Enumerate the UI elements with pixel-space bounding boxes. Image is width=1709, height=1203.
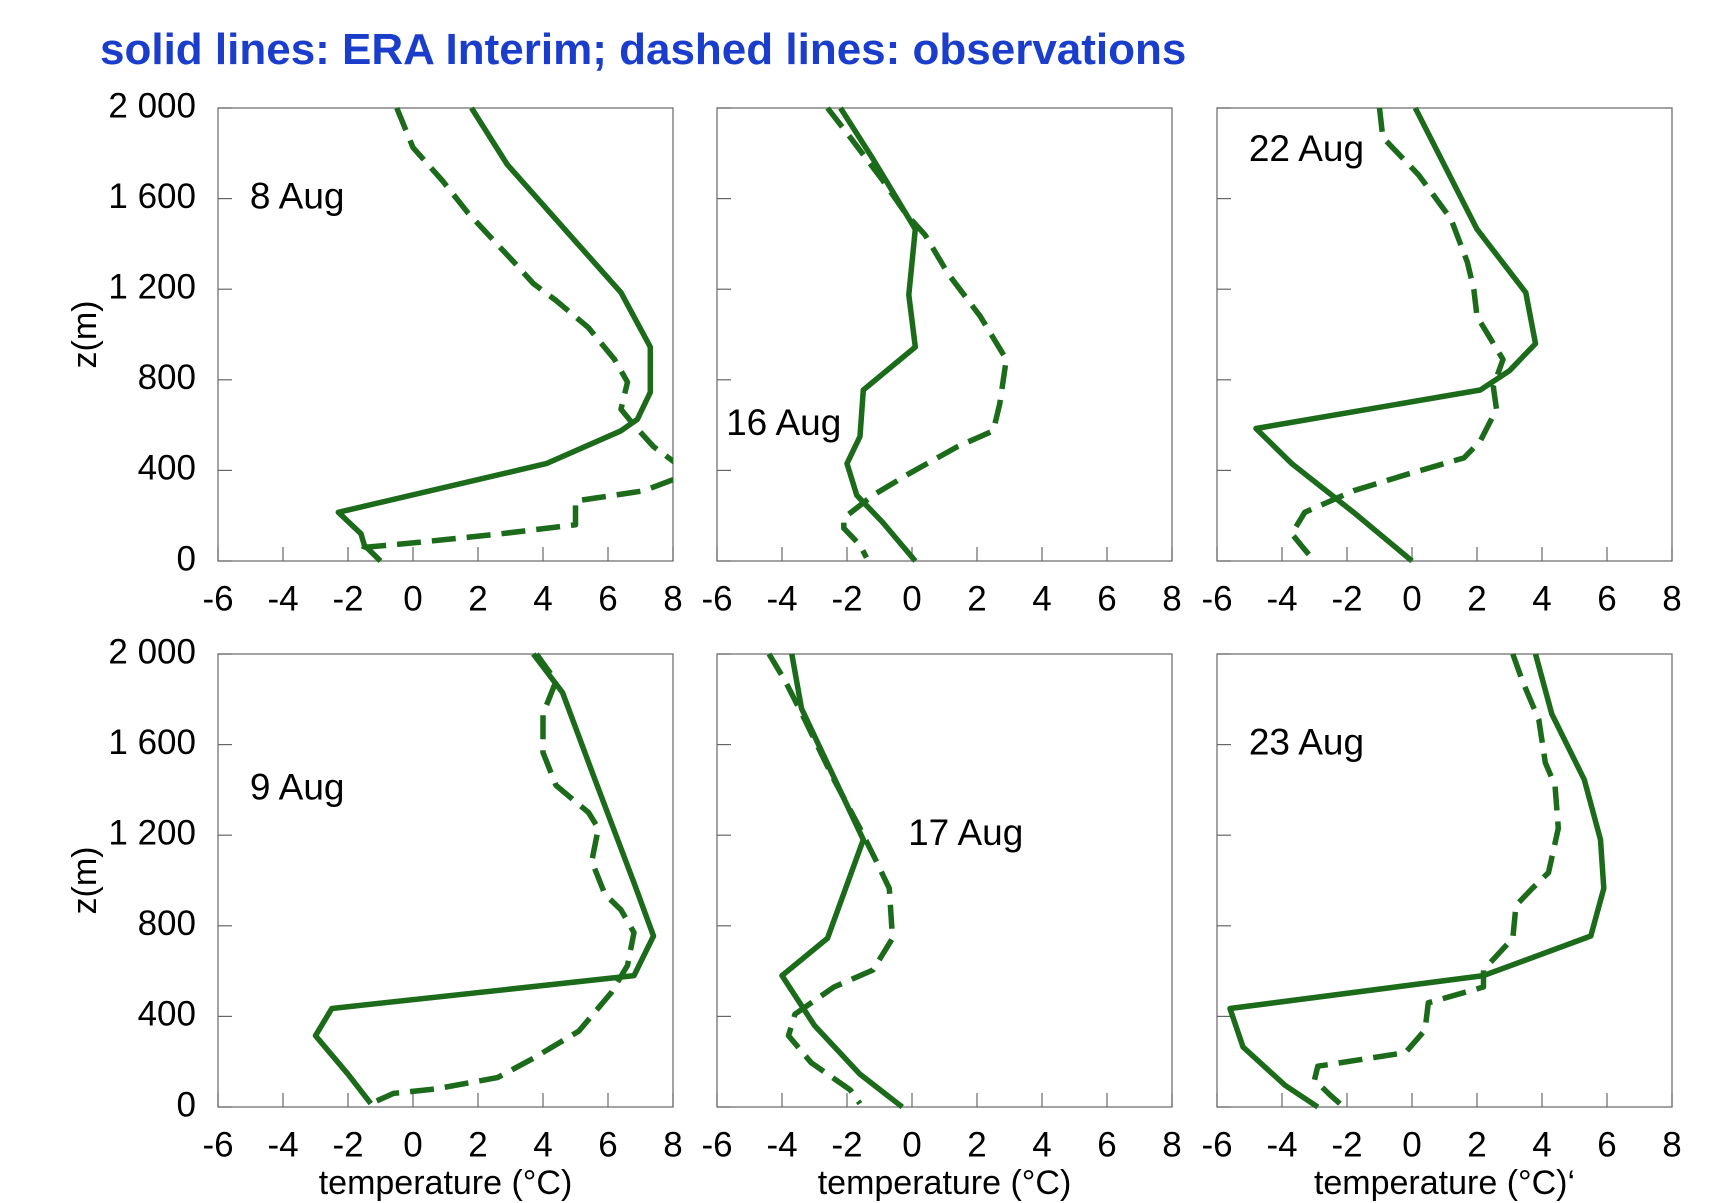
y-tick-label: 1 200 (108, 267, 196, 306)
x-tick-label: 4 (533, 579, 552, 618)
x-tick-label: -2 (1331, 579, 1362, 618)
x-tick-label: -2 (831, 579, 862, 618)
x-tick-label: -6 (701, 1125, 732, 1164)
profile-line (358, 106, 673, 557)
plot-frame (716, 653, 1173, 1108)
x-tick-label: -2 (332, 579, 363, 618)
series-group (335, 106, 673, 563)
x-tick-label: 0 (902, 1125, 921, 1164)
profile-line (1311, 653, 1562, 1110)
x-tick-label: 8 (1662, 579, 1681, 618)
x-tick-label: 6 (598, 579, 617, 618)
y-axis-label: z(m) (66, 847, 104, 915)
x-tick-label: 8 (1162, 1125, 1181, 1164)
series-group (766, 652, 904, 1110)
series-group (1253, 106, 1539, 564)
profile-line (1289, 107, 1506, 563)
x-tick-label: 6 (1597, 579, 1616, 618)
x-tick-label: 0 (403, 579, 422, 618)
x-tick-label: 6 (1097, 579, 1116, 618)
x-tick-label: 4 (1032, 579, 1051, 618)
x-tick-label: 0 (403, 1125, 422, 1164)
y-tick-label: 1 200 (108, 813, 196, 852)
x-tick-label: -2 (831, 1125, 862, 1164)
x-tick-label: 2 (468, 579, 487, 618)
y-tick-label: 0 (177, 1085, 196, 1124)
x-tick-label: -6 (701, 579, 732, 618)
y-tick-label: 800 (138, 358, 196, 397)
x-tick-label: 4 (533, 1125, 552, 1164)
x-tick-label: -2 (1331, 1125, 1362, 1164)
x-tick-label: -4 (1266, 1125, 1297, 1164)
plot-frame (217, 653, 674, 1108)
x-tick-label: 4 (1032, 1125, 1051, 1164)
y-tick-label: 2 000 (108, 86, 196, 125)
x-tick-label: -6 (202, 579, 233, 618)
x-tick-label: 4 (1532, 579, 1551, 618)
x-tick-label: -4 (1266, 579, 1297, 618)
profile-line (369, 652, 637, 1107)
x-tick-label: 2 (1467, 579, 1486, 618)
y-tick-label: 2 000 (108, 632, 196, 671)
y-tick-label: 0 (177, 539, 196, 578)
series-group (312, 652, 657, 1107)
x-axis-label: temperature (°C) (818, 1164, 1072, 1202)
figure-title: solid lines: ERA Interim; dashed lines: … (100, 25, 1186, 74)
profile-line (766, 652, 896, 1106)
panel-annotation: 22 Aug (1249, 128, 1364, 169)
panel-annotation: 9 Aug (250, 767, 345, 808)
x-axis-label: temperature (°C)‘ (1314, 1164, 1575, 1202)
y-tick-label: 800 (138, 904, 196, 943)
panel-annotation: 23 Aug (1249, 721, 1364, 762)
x-tick-label: 0 (1402, 579, 1421, 618)
x-tick-label: 8 (663, 579, 682, 618)
y-tick-label: 1 600 (108, 177, 196, 216)
x-tick-label: -6 (202, 1125, 233, 1164)
x-tick-label: 8 (1162, 579, 1181, 618)
profile-line (335, 106, 654, 563)
y-tick-label: 400 (138, 995, 196, 1034)
panel-annotation: 8 Aug (250, 175, 345, 216)
x-tick-label: -2 (332, 1125, 363, 1164)
x-tick-label: 0 (1402, 1125, 1421, 1164)
x-tick-label: -6 (1201, 579, 1232, 618)
plot-frame (1216, 107, 1673, 562)
profile-line (1253, 106, 1539, 564)
x-tick-label: -4 (267, 1125, 298, 1164)
x-tick-label: 6 (1097, 1125, 1116, 1164)
profile-line (312, 652, 657, 1106)
x-tick-label: 8 (663, 1125, 682, 1164)
profile-line (825, 106, 1010, 559)
panel-annotation: 16 Aug (726, 402, 841, 443)
x-axis-label: temperature (°C) (319, 1164, 573, 1202)
x-tick-label: 2 (967, 1125, 986, 1164)
x-tick-label: -4 (766, 1125, 797, 1164)
x-tick-label: 0 (902, 579, 921, 618)
plot-frame (1216, 653, 1673, 1108)
plot-frame (716, 107, 1173, 562)
x-tick-label: 2 (967, 579, 986, 618)
y-tick-label: 1 600 (108, 723, 196, 762)
x-tick-label: 4 (1532, 1125, 1551, 1164)
x-tick-label: 2 (1467, 1125, 1486, 1164)
x-tick-label: 8 (1662, 1125, 1681, 1164)
x-tick-label: -4 (766, 579, 797, 618)
x-tick-label: 6 (598, 1125, 617, 1164)
x-tick-label: -6 (1201, 1125, 1232, 1164)
profile-line (1227, 653, 1607, 1110)
series-group (1227, 653, 1607, 1110)
x-tick-label: 2 (468, 1125, 487, 1164)
series-group (825, 106, 1010, 563)
x-tick-label: -4 (267, 579, 298, 618)
panel-annotation: 17 Aug (908, 812, 1023, 853)
y-axis-label: z(m) (66, 301, 104, 369)
x-tick-label: 6 (1597, 1125, 1616, 1164)
plot-frame (217, 107, 674, 562)
y-tick-label: 400 (138, 449, 196, 488)
